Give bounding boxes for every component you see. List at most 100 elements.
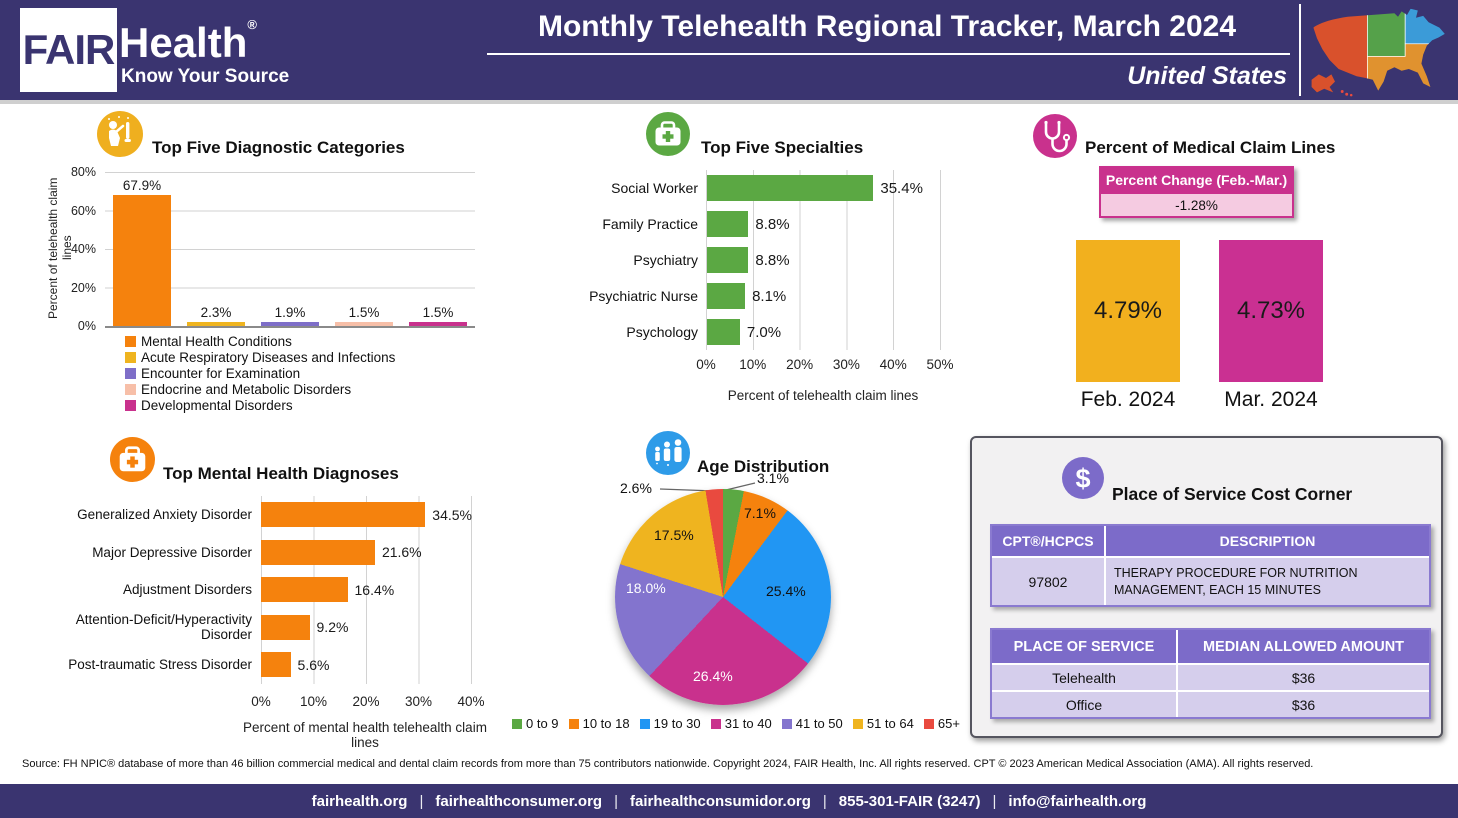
chart-title-diagnostic-categories: Top Five Diagnostic Categories [152, 138, 405, 158]
legend-item: 65+ [923, 716, 960, 731]
legend-swatch [125, 367, 136, 379]
category-label: Psychiatric Nurse [589, 288, 698, 304]
logo-tagline: Know Your Source [121, 66, 290, 87]
legend-item: 51 to 64 [852, 716, 914, 731]
footer-email[interactable]: info@fairhealth.org [1008, 792, 1147, 810]
bar-psychology [707, 319, 740, 345]
region-label: United States [1127, 62, 1287, 90]
bar-value-label: 1.5% [422, 305, 454, 320]
percent-change-header: Percent Change (Feb.-Mar.) [1099, 166, 1294, 194]
category-label: Adjustment Disorders [122, 582, 252, 598]
bar-value-label: 67.9% [122, 178, 162, 194]
legend-label: 10 to 18 [582, 716, 630, 731]
bar-adhd [261, 614, 310, 640]
legend-swatch [512, 718, 522, 729]
legend-item: Developmental Disorders [125, 397, 395, 413]
x-tick: 20% [352, 694, 380, 709]
footer-separator: | [992, 792, 997, 810]
header-vertical-divider [1299, 4, 1301, 96]
feb-label: Feb. 2024 [1080, 388, 1176, 411]
y-tick: 0% [77, 319, 96, 333]
bar-value-label: 35.4% [880, 179, 923, 197]
place-cell: Office [992, 692, 1176, 717]
footer-link-consumer[interactable]: fairhealthconsumer.org [435, 792, 603, 810]
page-title: Monthly Telehealth Regional Tracker, Mar… [537, 10, 1236, 43]
y-tick: 20% [70, 280, 96, 295]
medical-bag-icon [646, 112, 690, 156]
header-bar: FAIR Health® Know Your Source Monthly Te… [0, 0, 1458, 104]
hbar-row: Psychiatric Nurse 8.1% [566, 278, 942, 314]
mar-label: Mar. 2024 [1224, 388, 1318, 411]
legend-item: 10 to 18 [568, 716, 630, 731]
hbar-row: Psychiatry 8.8% [566, 242, 942, 278]
family-people-icon [646, 431, 690, 475]
table-header-row: CPT®/HCPCS DESCRIPTION [992, 526, 1429, 556]
bar-track: 34.5% [261, 496, 472, 534]
percent-change-value: -1.28% [1099, 194, 1294, 218]
y-tick: 60% [70, 203, 96, 218]
bar-chart-plot-area: 67.9% 2.3% 1.9% 1.5% 1.5% [105, 172, 475, 328]
footer-bar: fairhealth.org | fairhealthconsumer.org … [0, 784, 1458, 818]
bar-endocrine-metabolic [335, 322, 393, 326]
x-tick: 0% [696, 357, 716, 372]
category-label: Social Worker [611, 180, 698, 196]
legend-swatch [781, 718, 792, 729]
title-divider [487, 53, 1290, 55]
age-distribution-pie [615, 489, 831, 705]
x-tick: 30% [832, 357, 860, 372]
x-tick: 30% [404, 694, 433, 709]
registered-mark: ® [247, 17, 257, 32]
legend-swatch [852, 718, 863, 729]
footer-link-fairhealth[interactable]: fairhealth.org [311, 792, 408, 810]
mar-value: 4.73% [1236, 297, 1306, 324]
pie-legend: 0 to 9 10 to 18 19 to 30 31 to 40 41 to … [512, 716, 960, 731]
hbar-row: Adjustment Disorders 16.4% [28, 571, 472, 609]
category-label: Psychiatry [633, 252, 698, 268]
legend-item: 19 to 30 [639, 716, 701, 731]
logo-health-word: Health [119, 19, 248, 66]
footer-separator: | [614, 792, 618, 810]
chart-title-age-distribution: Age Distribution [697, 457, 830, 477]
bar-family-practice [707, 211, 749, 237]
bar-track: 35.4% [707, 170, 942, 206]
bar-encounter-examination [261, 322, 319, 326]
feb-value-square: 4.79% [1076, 240, 1180, 382]
bar-psychiatric-nurse [707, 283, 746, 309]
bar-track: 16.4% [261, 571, 472, 609]
x-tick: 20% [786, 357, 814, 372]
legend-item: 0 to 9 [512, 716, 559, 731]
y-tick: 80% [70, 165, 96, 179]
cost-corner-title: Place of Service Cost Corner [1112, 483, 1353, 504]
category-label: Family Practice [602, 216, 698, 232]
footer-link-consumidor[interactable]: fairhealthconsumidor.org [630, 792, 811, 810]
pie-label-65-plus: 2.6% [620, 480, 652, 496]
fairhealth-logo: FAIR [20, 8, 117, 92]
logo-health-text: Health® [119, 18, 257, 64]
legend-label: 31 to 40 [724, 716, 772, 731]
chart-title-mental-health-diagnoses: Top Mental Health Diagnoses [163, 464, 399, 484]
hbar-row: Psychology 7.0% [566, 314, 942, 350]
legend-label: 41 to 50 [795, 716, 843, 731]
footer-phone[interactable]: 855-301-FAIR (3247) [838, 792, 981, 810]
col-header-cpt: CPT®/HCPCS [992, 526, 1104, 556]
legend-swatch [923, 718, 934, 729]
y-tick: 40% [70, 242, 96, 256]
hbar-row: Social Worker 35.4% [566, 170, 942, 206]
bar-track: 7.0% [707, 314, 942, 350]
legend-label: 0 to 9 [526, 716, 559, 731]
col-header-median-amount: MEDIAN ALLOWED AMOUNT [1178, 630, 1429, 663]
cpt-table: CPT®/HCPCS DESCRIPTION 97802 THERAPY PRO… [990, 524, 1431, 607]
pie-label-31-to-40: 26.4% [693, 668, 733, 684]
table-row: Office $36 [992, 692, 1429, 717]
legend-label: Endocrine and Metabolic Disorders [141, 381, 352, 397]
hbar-chart-rows: Generalized Anxiety Disorder 34.5% Major… [28, 496, 472, 684]
x-axis-ticks: 0% 10% 20% 30% 40% 50% [696, 357, 953, 373]
bar-acute-respiratory [187, 321, 245, 326]
table-row: Telehealth $36 [992, 665, 1429, 690]
bar-psychiatry [707, 247, 749, 273]
bar-value-label: 5.6% [297, 656, 330, 673]
bar-slot: 1.9% [261, 172, 319, 326]
legend-label: Encounter for Examination [141, 365, 301, 381]
bar-track: 8.1% [707, 278, 942, 314]
x-tick: 10% [739, 357, 767, 372]
